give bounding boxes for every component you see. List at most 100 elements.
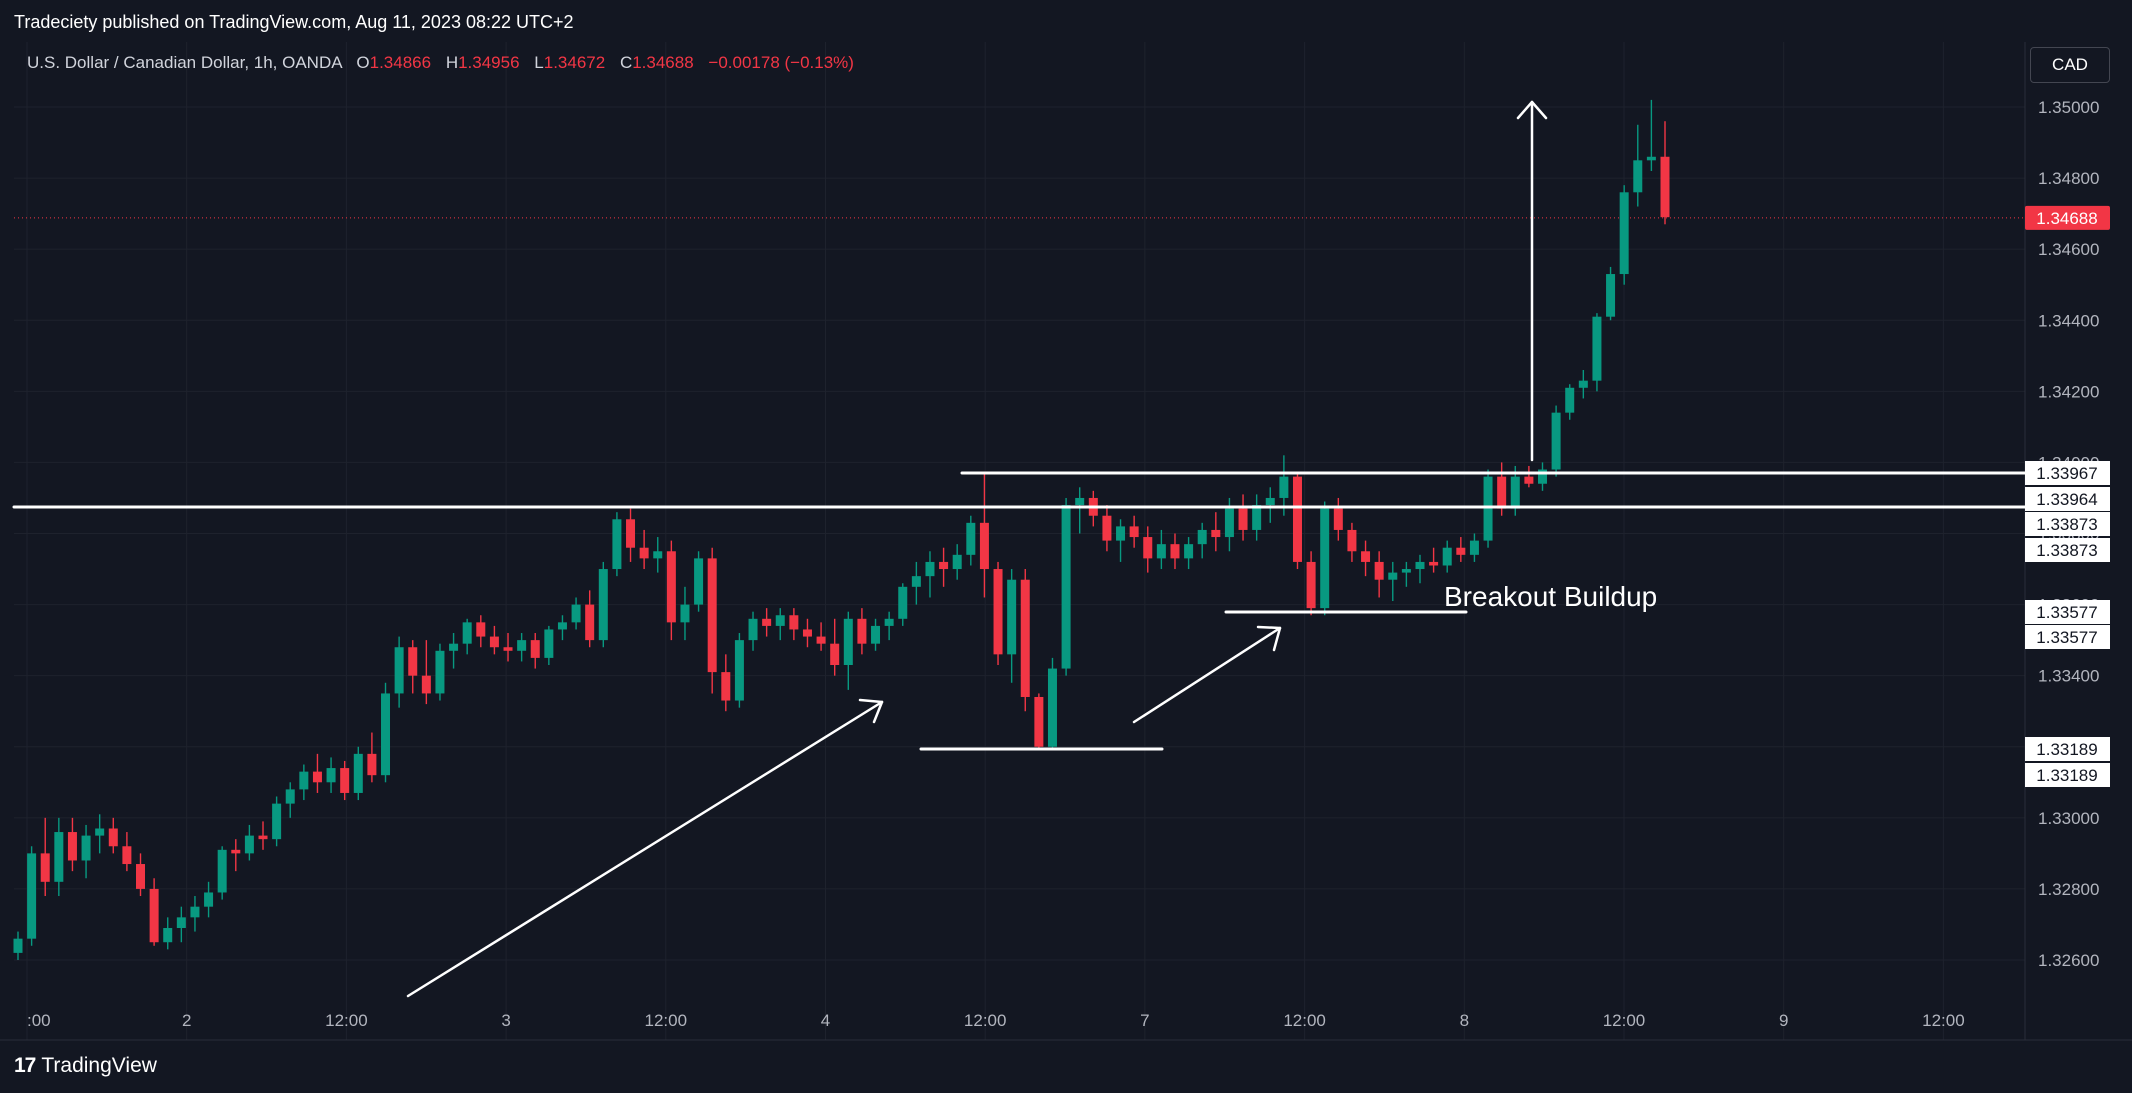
- last-price-text: 1.34688: [2036, 209, 2097, 228]
- candle-body: [1075, 497, 1085, 506]
- candle-body: [571, 604, 581, 623]
- currency-button[interactable]: CAD: [2030, 47, 2110, 83]
- price-tick-label: 1.33000: [2038, 809, 2099, 828]
- candle-body: [367, 753, 377, 776]
- close-value: 1.34688: [632, 53, 694, 72]
- candle-body: [244, 835, 254, 854]
- price-label-bg: [2025, 538, 2110, 562]
- open-label: O: [356, 53, 370, 72]
- candle-body: [394, 647, 404, 694]
- candle-body: [1116, 526, 1126, 541]
- price-label-text: 1.33577: [2036, 603, 2097, 622]
- price-tick-label: 1.34800: [2038, 169, 2099, 188]
- candle-body: [911, 576, 921, 587]
- time-tick-label: :00: [27, 1011, 51, 1030]
- price-label-text: 1.33964: [2036, 490, 2097, 509]
- tradingview-footer[interactable]: 17 TradingView: [14, 1054, 157, 1078]
- candle-body: [979, 522, 989, 570]
- candle-body: [1129, 526, 1139, 538]
- price-label-text: 1.33577: [2036, 628, 2097, 647]
- time-tick-label: 12:00: [325, 1011, 368, 1030]
- candle-body: [734, 640, 744, 701]
- candle-body: [489, 636, 499, 648]
- candle-body: [40, 853, 50, 882]
- trend-arrow-1: [406, 700, 884, 998]
- candle-body: [653, 551, 663, 559]
- candle-body: [993, 569, 1003, 655]
- time-tick-label: 12:00: [1283, 1011, 1326, 1030]
- candle-body: [1184, 544, 1194, 559]
- tradingview-brand: TradingView: [41, 1054, 157, 1077]
- candle-body: [898, 586, 908, 619]
- candle-body: [27, 853, 37, 939]
- candle-body: [163, 928, 173, 943]
- candle-body: [694, 558, 704, 605]
- time-axis-ticks: :00 2 12:00 3 12:00 4 12:00 7 12:00 8 12:00 9 12:00: [27, 1011, 1965, 1030]
- candle-body: [1646, 156, 1656, 161]
- candle-body: [67, 832, 77, 861]
- candle-body: [1578, 380, 1588, 388]
- price-label-text: 1.33189: [2036, 740, 2097, 759]
- breakout-buildup-label: Breakout Buildup: [1444, 581, 1657, 612]
- candle-body: [1619, 192, 1629, 275]
- candle-body: [939, 561, 949, 570]
- candle-body: [1265, 497, 1275, 506]
- candle-body: [353, 753, 363, 793]
- candle-body: [857, 618, 867, 644]
- candle-body: [557, 622, 567, 630]
- time-tick-label: 12:00: [645, 1011, 688, 1030]
- candle-body: [1320, 508, 1330, 609]
- candle-body: [707, 558, 717, 673]
- time-tick-label: 12:00: [1603, 1011, 1646, 1030]
- candle-body: [1211, 529, 1221, 538]
- candle-body: [1143, 537, 1153, 559]
- price-label-bg: [2025, 487, 2110, 511]
- candle-body: [1469, 540, 1479, 555]
- candle-body: [1102, 515, 1112, 541]
- candle-body: [598, 569, 608, 641]
- candle-body: [1224, 508, 1234, 538]
- candle-body: [721, 672, 731, 701]
- breakout-arrow-head: [1516, 100, 1548, 120]
- candle-body: [1197, 529, 1207, 545]
- tradingview-logo-icon: 17: [14, 1054, 36, 1077]
- candle-body: [585, 604, 595, 641]
- candle-body: [54, 832, 64, 882]
- candle-body: [503, 647, 513, 651]
- time-tick-label: 8: [1460, 1011, 1469, 1030]
- price-label-bg: [2025, 461, 2110, 485]
- open-value: 1.34866: [369, 53, 432, 72]
- low-label: L: [534, 53, 544, 72]
- trend-arrow-2: [1132, 626, 1282, 724]
- candle-body: [1047, 668, 1057, 747]
- candle-body: [762, 618, 772, 626]
- candle-body: [176, 917, 186, 929]
- candle-body: [1524, 476, 1534, 484]
- candle-body: [1483, 476, 1493, 541]
- candle-body: [421, 675, 431, 694]
- low-value: 1.34672: [543, 53, 606, 72]
- candle-body: [680, 604, 690, 623]
- candle-body: [326, 768, 336, 783]
- time-tick-label: 3: [501, 1011, 510, 1030]
- trend-arrow-2-head: [1256, 625, 1282, 652]
- price-tick-label: 1.34200: [2038, 382, 2099, 401]
- candle-body: [258, 835, 268, 840]
- candle-body: [190, 906, 200, 918]
- candle-body: [544, 629, 554, 658]
- price-tick-label: 1.34600: [2038, 240, 2099, 259]
- candle-body: [462, 622, 472, 644]
- candle-body: [204, 892, 214, 907]
- candle-body: [952, 554, 962, 570]
- price-tick-label: 1.32600: [2038, 951, 2099, 970]
- candle-body: [966, 522, 976, 555]
- candle-body: [1592, 316, 1602, 381]
- candle-body: [449, 643, 459, 651]
- candle-body: [1279, 476, 1289, 498]
- candle-body: [81, 835, 91, 861]
- symbol-info: U.S. Dollar / Canadian Dollar, 1h, OANDA…: [27, 53, 854, 73]
- candle-body: [1510, 476, 1520, 509]
- candle-body: [285, 789, 295, 804]
- time-tick-label: 2: [182, 1011, 191, 1030]
